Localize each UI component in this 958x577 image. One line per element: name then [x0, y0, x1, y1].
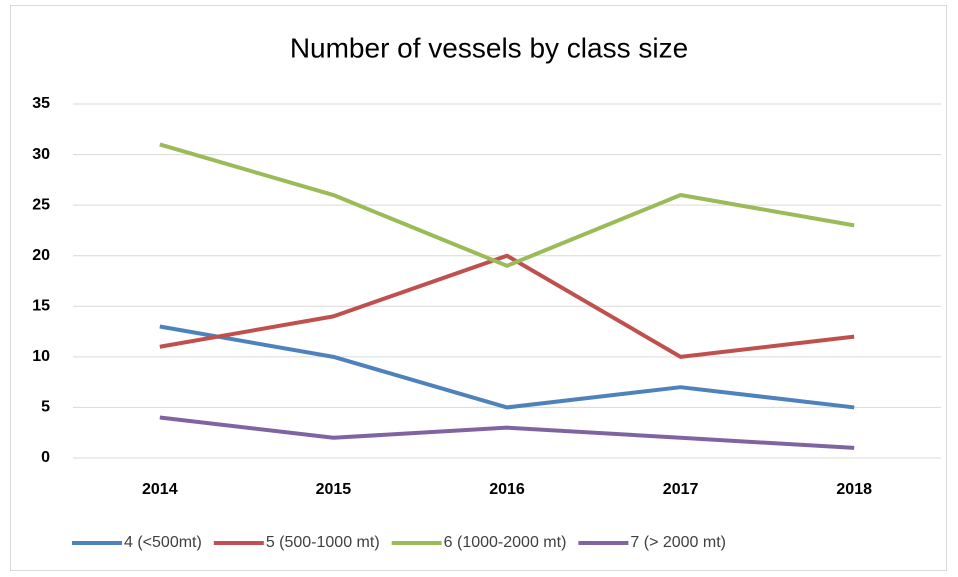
x-tick-label: 2016 — [489, 481, 525, 498]
chart-title: Number of vessels by class size — [290, 32, 688, 63]
series-line — [159, 253, 855, 359]
legend-label: 7 (> 2000 mt) — [630, 534, 726, 551]
y-tick-label: 25 — [32, 196, 50, 213]
x-tick-label: 2018 — [836, 481, 872, 498]
y-tick-label: 10 — [32, 348, 50, 365]
series-line — [159, 142, 855, 268]
y-tick-label: 35 — [32, 95, 50, 112]
y-tick-label: 5 — [41, 399, 50, 416]
y-tick-label: 30 — [32, 146, 50, 163]
x-tick-label: 2015 — [316, 481, 352, 498]
y-tick-label: 0 — [41, 449, 50, 466]
y-tick-label: 20 — [32, 247, 50, 264]
series-line — [159, 324, 855, 410]
legend-label: 5 (500-1000 mt) — [266, 534, 380, 551]
chart-border — [10, 5, 947, 571]
legend-label: 4 (<500mt) — [124, 534, 202, 551]
legend-label: 6 (1000-2000 mt) — [444, 534, 567, 551]
x-tick-label: 2017 — [663, 481, 699, 498]
y-tick-label: 15 — [32, 298, 50, 315]
series-line — [159, 415, 855, 450]
x-tick-label: 2014 — [142, 481, 178, 498]
